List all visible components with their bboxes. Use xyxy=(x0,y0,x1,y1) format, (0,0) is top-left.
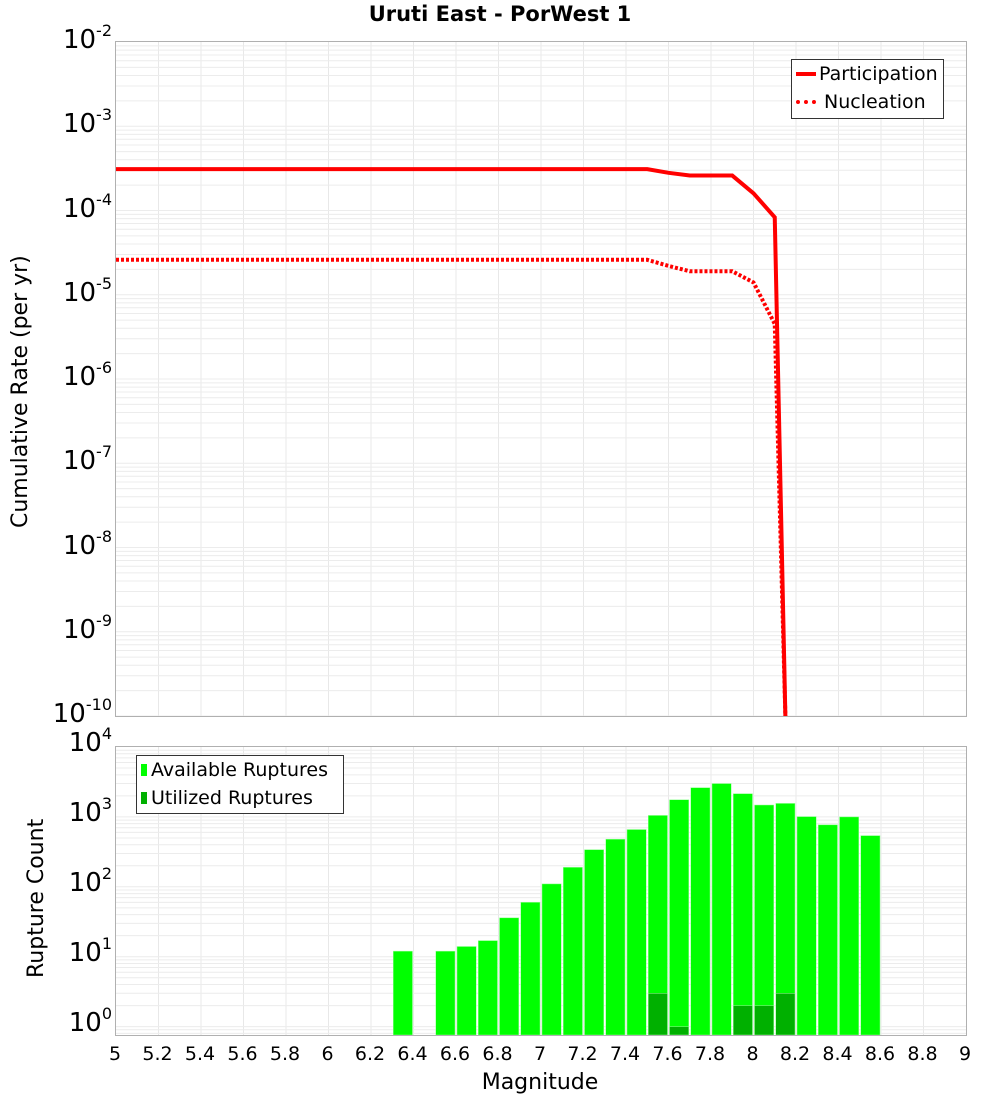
y-tick-label: 10-4 xyxy=(62,189,112,224)
legend-label: Utilized Ruptures xyxy=(151,787,313,809)
y-tick-label: 10-7 xyxy=(62,442,112,477)
x-tick-label: 8.6 xyxy=(864,1043,896,1065)
x-tick-label: 7.2 xyxy=(567,1043,598,1065)
legend-label: Nucleation xyxy=(824,91,926,113)
y-tick-label: 101 xyxy=(68,933,112,968)
y-tick-label: 10-9 xyxy=(62,610,112,645)
x-tick-label: 8.8 xyxy=(907,1043,938,1065)
x-tick-label: 7.4 xyxy=(609,1043,641,1065)
green-square-icon xyxy=(141,764,147,776)
x-tick-label: 8 xyxy=(746,1043,759,1065)
solid-line-swatch-icon xyxy=(796,72,816,76)
x-tick-label: 5.8 xyxy=(269,1043,301,1065)
x-tick-label: 8.2 xyxy=(779,1043,811,1065)
chart-title: Uruti East - PorWest 1 xyxy=(368,2,632,26)
x-tick-label: 5.2 xyxy=(142,1043,173,1065)
y-tick-label: 10-10 xyxy=(52,695,112,729)
x-tick-label: 5.4 xyxy=(184,1043,216,1065)
x-tick-label: 6 xyxy=(321,1043,334,1065)
y-tick-label: 103 xyxy=(68,793,112,828)
bottom-plot-svg xyxy=(116,747,966,1035)
legend-item-nucleation: Nucleation xyxy=(792,88,943,116)
x-tick-label: 7.6 xyxy=(652,1043,683,1065)
legend-item-utilized: Utilized Ruptures xyxy=(137,784,343,812)
top-plot-area xyxy=(115,41,967,717)
legend-label: Available Ruptures xyxy=(151,759,328,781)
x-tick-label: 7 xyxy=(533,1043,547,1065)
x-tick-label: 6.6 xyxy=(439,1043,471,1065)
top-legend: Participation Nucleation xyxy=(791,59,944,119)
x-tick-label: 5.6 xyxy=(227,1043,258,1065)
y-tick-label: 100 xyxy=(68,1003,112,1038)
top-plot-svg xyxy=(116,42,966,716)
x-axis-label: Magnitude xyxy=(481,1070,599,1095)
legend-item-participation: Participation xyxy=(792,60,943,88)
x-tick-label: 6.8 xyxy=(482,1043,513,1065)
x-tick-label: 5 xyxy=(108,1043,122,1065)
bottom-legend: Available Ruptures Utilized Ruptures xyxy=(136,755,344,814)
dotted-line-swatch-icon xyxy=(796,100,816,104)
x-tick-label: 6.2 xyxy=(354,1043,386,1065)
legend-item-available: Available Ruptures xyxy=(137,756,343,784)
x-tick-label: 8.4 xyxy=(822,1043,853,1065)
y-tick-label: 10-6 xyxy=(62,358,112,392)
legend-label: Participation xyxy=(819,63,938,85)
y-tick-label: 10-8 xyxy=(62,526,112,561)
y-tick-label: 104 xyxy=(68,724,112,758)
y-tick-label: 10-5 xyxy=(62,273,112,308)
x-tick-label: 7.8 xyxy=(694,1043,726,1065)
x-tick-label: 9 xyxy=(958,1043,972,1065)
dark-green-square-icon xyxy=(141,792,147,804)
x-tick-label: 6.4 xyxy=(397,1043,428,1065)
y-tick-label: 10-3 xyxy=(62,105,112,140)
y-tick-label: 102 xyxy=(68,863,112,898)
y-tick-label: 10-2 xyxy=(62,21,112,55)
